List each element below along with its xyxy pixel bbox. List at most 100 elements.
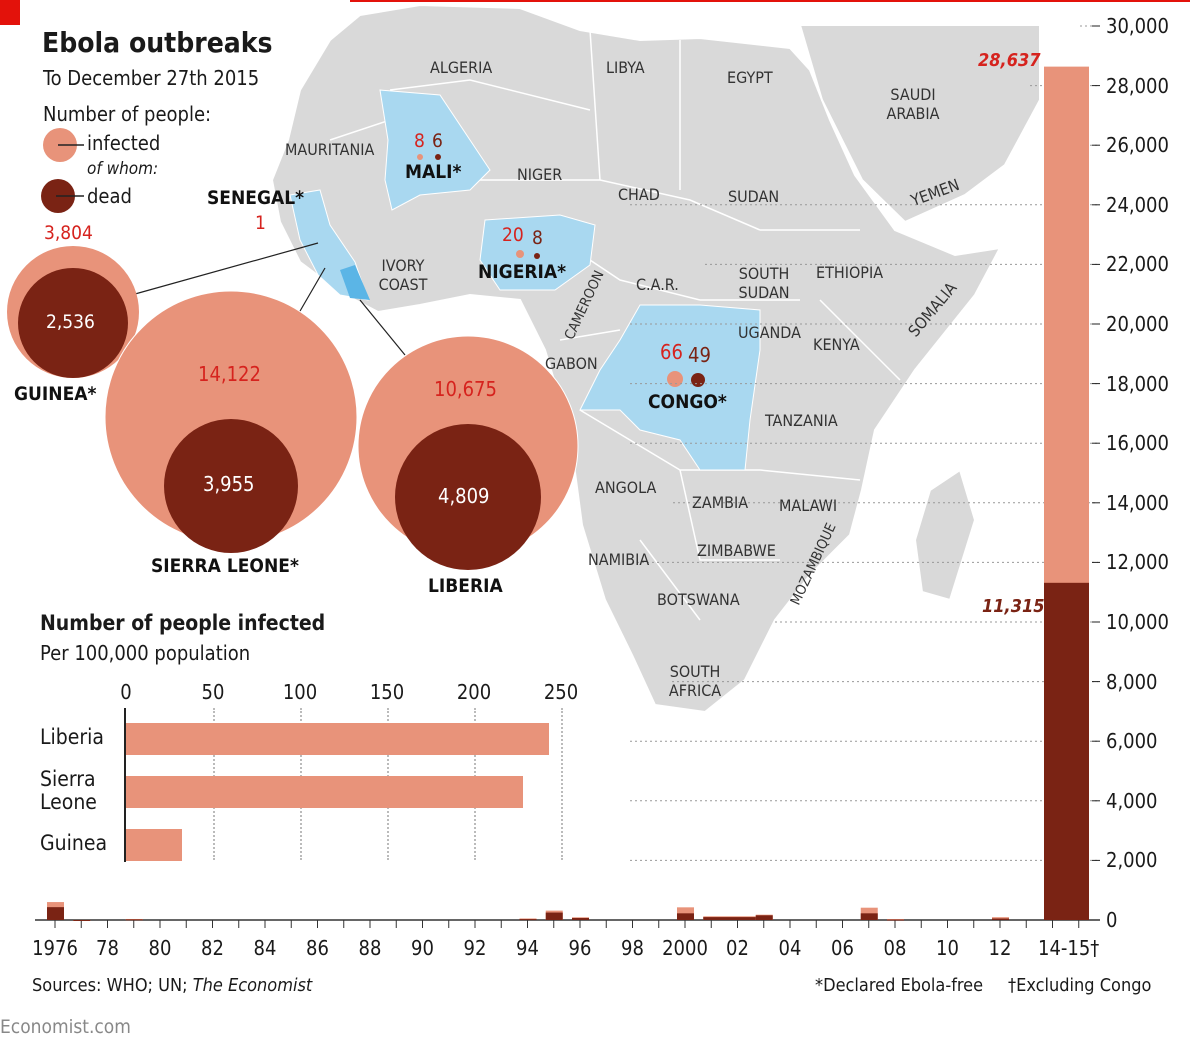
y-tick-label: 28,000 — [1106, 73, 1169, 98]
country-label: ZIMBABWE — [697, 541, 776, 560]
footnote-excluding-congo: †Excluding Congo — [1008, 975, 1152, 996]
country-label: NIGER — [517, 165, 563, 184]
country-label: CHAD — [618, 185, 660, 204]
legend-title: Number of people: — [43, 102, 212, 126]
footnote-ebola-free: *Declared Ebola-free — [815, 975, 984, 996]
mali-dead: 6 — [432, 130, 443, 152]
y-tick-label: 8,000 — [1106, 669, 1158, 694]
x-tick-label: 1976 — [32, 936, 78, 960]
bar-category-label: Guinea — [40, 831, 108, 855]
country-label: SAUDI ARABIA — [886, 85, 940, 123]
nigeria-label: NIGERIA* — [478, 261, 567, 283]
mali-label: MALI* — [405, 161, 462, 183]
bar-axis-tick-label: 200 — [456, 680, 492, 704]
x-tick-label: 88 — [358, 936, 382, 960]
x-tick-label: 2000 — [662, 936, 708, 960]
sierra-leone-dead: 3,955 — [203, 472, 255, 496]
chart-title: Ebola outbreaks — [42, 26, 273, 59]
leader-lines — [134, 242, 406, 356]
brand-footer: Economist.com — [0, 1016, 131, 1038]
country-label: SUDAN — [728, 187, 780, 206]
x-tick-label: 06 — [831, 936, 854, 960]
liberia-label: LIBERIA — [428, 575, 503, 597]
x-tick-label: 86 — [306, 936, 329, 960]
sierra-leone-infected: 14,122 — [198, 362, 261, 386]
y-tick-label: 10,000 — [1106, 610, 1169, 634]
sierra-leone-label: SIERRA LEONE* — [151, 555, 299, 577]
sierra-leone-dead-bubble — [164, 419, 298, 553]
bar-axis-tick-label: 250 — [543, 680, 579, 704]
country-label: BOTSWANA — [657, 590, 740, 609]
nigeria-dead: 8 — [532, 227, 543, 249]
y-tick-label: 6,000 — [1106, 729, 1158, 754]
country-label: GABON — [545, 354, 598, 373]
sources: Sources: WHO; UN; The Economist — [32, 975, 312, 996]
y-tick-label: 26,000 — [1106, 133, 1169, 158]
x-tick-label: 14-15† — [1038, 936, 1100, 960]
bar-chart-subtitle: Per 100,000 population — [40, 641, 251, 665]
timeline-bar-dead — [860, 913, 878, 920]
y-tick-label: 24,000 — [1106, 192, 1169, 217]
bar-category-label: Liberia — [40, 725, 104, 749]
country-label: MALAWI — [779, 496, 838, 515]
bar-liberia — [126, 723, 549, 755]
y-tick-label: 16,000 — [1106, 431, 1169, 456]
country-label: LIBYA — [606, 58, 645, 77]
top-rule — [350, 0, 1190, 2]
congo-infected: 66 — [660, 340, 683, 364]
x-tick-label: 82 — [201, 936, 224, 960]
timeline-bar-dead — [125, 919, 143, 921]
legend-dead: dead — [87, 184, 132, 208]
guinea-dead-bubble — [18, 268, 128, 378]
senegal-label: SENEGAL* — [207, 187, 305, 209]
timeline-bar-infected — [887, 919, 904, 921]
timeline-bar-dead — [992, 918, 1009, 920]
country-label: ETHIOPIA — [816, 263, 884, 282]
bar-axis-tick-label: 100 — [282, 680, 318, 704]
bar-category-label: Sierra Leone — [40, 767, 97, 814]
nigeria-infected: 20 — [502, 224, 524, 246]
x-tick-label: 08 — [883, 936, 907, 960]
y-tick-label: 0 — [1106, 908, 1118, 932]
y-tick-label: 4,000 — [1106, 788, 1158, 813]
bar-axis — [124, 708, 126, 862]
arabian-peninsula — [798, 24, 1041, 224]
sources-italic: The Economist — [192, 975, 313, 996]
country-label: UGANDA — [738, 323, 801, 342]
x-tick-label: 84 — [253, 936, 277, 960]
x-tick-label: 12 — [988, 936, 1012, 960]
mali-infected: 8 — [414, 130, 425, 152]
guinea-dead: 2,536 — [46, 311, 95, 333]
y-tick-label: 14,000 — [1106, 490, 1169, 515]
bar-guinea — [126, 829, 182, 861]
timeline-bar-dead — [703, 917, 757, 920]
country-label: MAURITANIA — [285, 140, 375, 159]
liberia-dead-bubble — [395, 424, 541, 570]
country-label: ALGERIA — [430, 58, 493, 77]
y-tick-label: 12,000 — [1106, 550, 1169, 575]
timeline-bar-dead — [755, 915, 773, 920]
x-tick-label: 04 — [778, 936, 802, 960]
legend-infected: infected — [87, 131, 161, 155]
timeline-bar-dead — [73, 919, 91, 921]
timeline-bar-dead — [47, 907, 64, 920]
guinea-label: GUINEA* — [14, 383, 97, 405]
madagascar — [913, 468, 977, 602]
country-label: TANZANIA — [765, 411, 838, 430]
y-tick-label: 18,000 — [1106, 371, 1169, 396]
y-tick-label: 20,000 — [1106, 312, 1169, 336]
bar-chart-title: Number of people infected — [40, 611, 326, 635]
guinea-infected: 3,804 — [44, 222, 93, 244]
x-tick-label: 90 — [411, 936, 434, 960]
chart-subtitle: To December 27th 2015 — [43, 66, 260, 90]
bar-sierra-leone — [126, 776, 523, 808]
timeline-bar-dead — [519, 919, 537, 921]
congo-dead: 49 — [688, 343, 711, 367]
y-tick-label: 30,000 — [1106, 14, 1169, 38]
country-label: IVORY COAST — [378, 256, 428, 294]
timeline-bar-dead — [887, 919, 904, 921]
bar-axis-tick-label: 50 — [201, 680, 225, 704]
x-tick-label: 10 — [936, 936, 959, 960]
sources-text: Sources: WHO; UN; — [32, 975, 193, 996]
